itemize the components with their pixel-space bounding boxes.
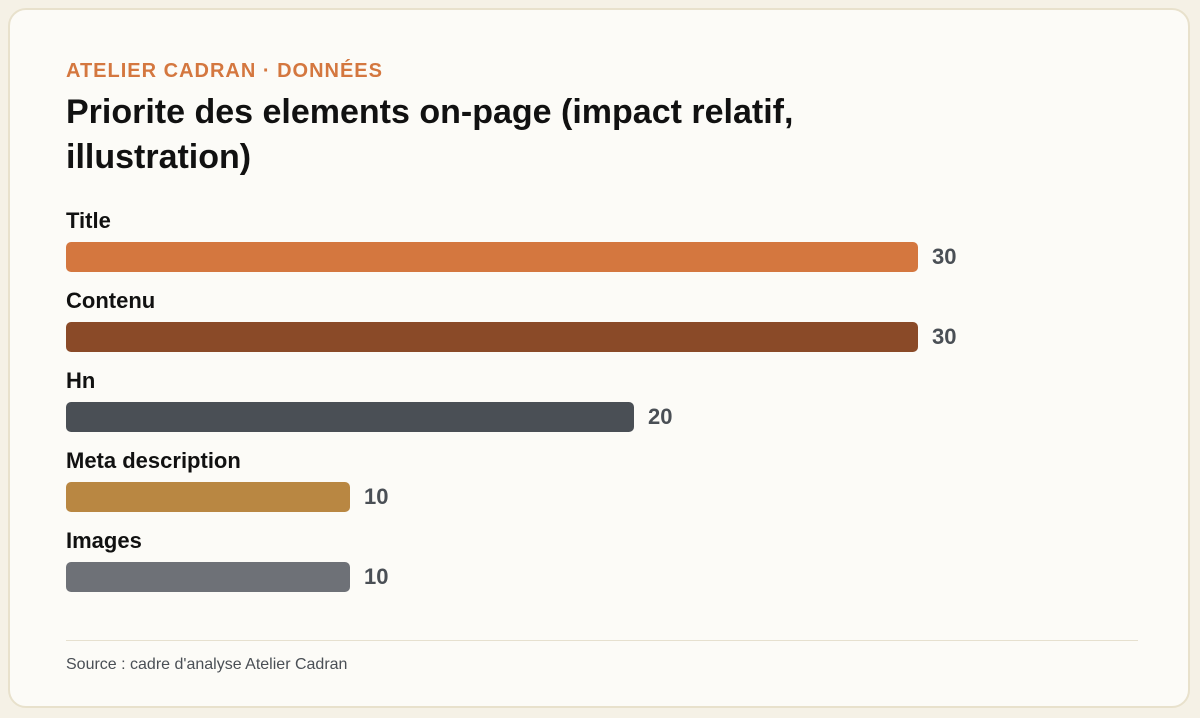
bar-chart: Title 30 Contenu 30 Hn 20 Meta description 10 Im… (66, 200, 1066, 610)
bar-value-label: 20 (648, 404, 673, 429)
bar-label: Title (66, 208, 111, 233)
bar-row: Hn 20 (66, 360, 1066, 440)
bar-value-label: 30 (932, 324, 957, 349)
bar-row: Images 10 (66, 520, 1066, 600)
bar-value-label: 30 (932, 244, 957, 269)
bar-row: Title 30 (66, 200, 1066, 280)
bar (66, 322, 918, 352)
bar-label: Hn (66, 368, 96, 393)
bar (66, 482, 350, 512)
chart-card: ATELIER CADRAN · DONNÉES Priorite des el… (8, 8, 1190, 708)
source-note: Source : cadre d'analyse Atelier Cadran (66, 656, 348, 673)
footer-divider (66, 640, 1138, 641)
bar-label: Images (66, 528, 142, 553)
bar-label: Meta description (66, 448, 241, 473)
bar-value-label: 10 (364, 484, 389, 509)
chart-eyebrow: ATELIER CADRAN · DONNÉES (66, 60, 383, 82)
bar (66, 242, 918, 272)
bar (66, 562, 350, 592)
bar-row: Contenu 30 (66, 280, 1066, 360)
bar-row: Meta description 10 (66, 440, 1066, 520)
bar-label: Contenu (66, 288, 156, 313)
chart-title: Priorite des elements on-page (impact re… (66, 93, 794, 176)
bar (66, 402, 634, 432)
bar-value-label: 10 (364, 564, 389, 589)
